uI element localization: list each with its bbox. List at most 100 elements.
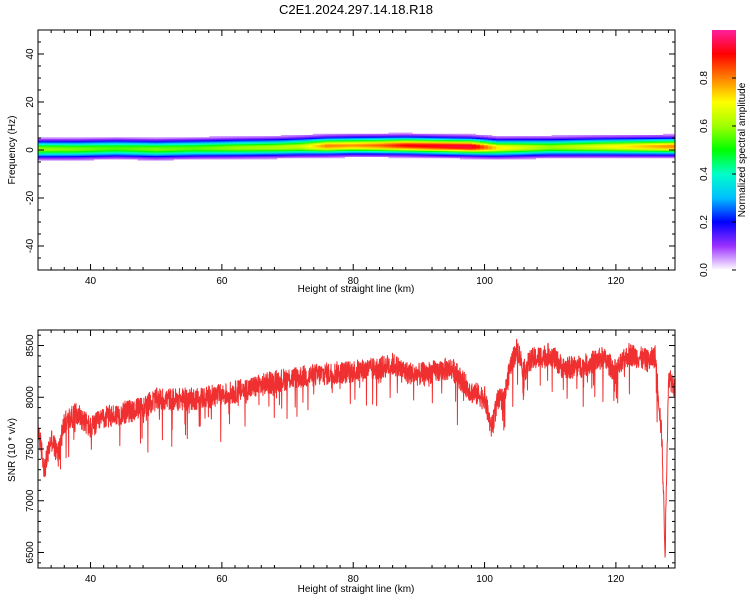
heatmap-cell: [436, 149, 441, 151]
heatmap-cell: [463, 155, 469, 157]
heatmap-cell: [575, 156, 580, 159]
heatmap-cell: [603, 156, 608, 159]
heatmap-cell: [623, 141, 628, 143]
heatmap-cell: [563, 143, 568, 145]
heatmap-cell: [551, 136, 556, 138]
heatmap-cell: [487, 145, 493, 148]
heatmap-cell: [272, 147, 278, 149]
heatmap-cell: [69, 149, 75, 151]
heatmap-cell: [587, 142, 592, 144]
heatmap-cell: [65, 154, 71, 156]
heatmap-cell: [352, 137, 357, 139]
heatmap-cell: [173, 145, 178, 148]
heatmap-cell: [229, 145, 234, 148]
heatmap-cell: [408, 139, 413, 142]
heatmap-cell: [611, 136, 616, 138]
heatmap-cell: [157, 150, 162, 153]
heatmap-cell: [133, 157, 138, 160]
heatmap-cell: [428, 139, 433, 142]
heatmap-cell: [61, 159, 67, 161]
snr-x-ticks: 40 60 80 100 120: [50, 330, 669, 585]
heatmap-cell: [153, 153, 158, 155]
heatmap-cell: [260, 148, 266, 150]
heatmap-cell: [308, 142, 314, 144]
heatmap-cell: [463, 157, 469, 160]
heatmap-cell: [436, 145, 441, 148]
heatmap-cell: [264, 142, 270, 144]
heatmap-cell: [101, 156, 107, 159]
heatmap-cell: [627, 138, 632, 141]
heatmap-cell: [177, 143, 182, 145]
heatmap-cell: [531, 137, 537, 139]
heatmap-cell: [249, 143, 254, 145]
heatmap-cell: [272, 138, 278, 141]
x-tick-label: 120: [608, 276, 625, 287]
heatmap-cell: [384, 144, 389, 147]
heatmap-cell: [41, 137, 47, 139]
heatmap-cell: [551, 145, 556, 148]
heatmap-cell: [225, 157, 230, 160]
heatmap-cell: [615, 139, 620, 142]
heatmap-cell: [416, 142, 421, 144]
heatmap-cell: [412, 135, 417, 137]
heatmap-cell: [89, 138, 95, 141]
heatmap-cell: [161, 137, 166, 139]
heatmap-cell: [655, 139, 660, 142]
heatmap-cell: [543, 148, 548, 150]
heatmap-cell: [575, 150, 580, 153]
colorbar-tick-label: 0.4: [699, 167, 710, 181]
heatmap-cell: [571, 143, 576, 145]
heatmap-cell: [619, 144, 624, 147]
heatmap-cell: [324, 149, 330, 151]
heatmap-cell: [125, 149, 130, 151]
heatmap-cell: [511, 151, 517, 154]
heatmap-cell: [324, 139, 330, 142]
heatmap-cell: [571, 156, 576, 159]
heatmap-cell: [663, 143, 668, 145]
heatmap-cell: [252, 156, 258, 159]
heatmap-cell: [137, 159, 142, 161]
heatmap-cell: [252, 142, 258, 144]
heatmap-cell: [631, 142, 636, 144]
heatmap-cell: [348, 153, 353, 155]
heatmap-cell: [384, 139, 389, 142]
heatmap-cell: [237, 156, 242, 159]
heatmap-cell: [185, 150, 190, 153]
heatmap-cell: [428, 151, 433, 154]
heatmap-cell: [249, 149, 254, 151]
heatmap-cell: [344, 155, 349, 157]
heatmap-cell: [45, 142, 51, 144]
heatmap-cell: [659, 144, 664, 147]
heatmap-cell: [420, 142, 425, 144]
heatmap-cell: [85, 145, 91, 148]
heatmap-cell: [177, 147, 182, 149]
heatmap-cell: [308, 144, 314, 147]
heatmap-cell: [117, 137, 123, 139]
colorbar-tick-label: 0.8: [699, 71, 710, 85]
heatmap-cell: [452, 148, 457, 150]
heatmap-cell: [332, 141, 337, 143]
heatmap-cell: [639, 137, 644, 139]
heatmap-cell: [217, 145, 222, 148]
heatmap-cell: [539, 149, 545, 151]
heatmap-cell: [256, 156, 262, 159]
heatmap-cell: [559, 147, 564, 149]
heatmap-cell: [539, 151, 545, 154]
heatmap-cell: [412, 137, 417, 139]
heatmap-cell: [125, 155, 130, 157]
heatmap-cell: [619, 142, 624, 144]
heatmap-cell: [499, 155, 505, 157]
heatmap-cell: [93, 149, 99, 151]
heatmap-cell: [436, 153, 441, 155]
heatmap-cell: [77, 142, 83, 144]
heatmap-cell: [233, 139, 238, 142]
heatmap-cell: [77, 155, 83, 157]
heatmap-cell: [77, 148, 83, 150]
heatmap-cell: [643, 153, 648, 155]
heatmap-cell: [643, 154, 648, 156]
heatmap-cell: [416, 155, 421, 157]
heatmap-cell: [77, 153, 83, 155]
heatmap-cell: [535, 155, 541, 157]
heatmap-cell: [543, 141, 548, 143]
heatmap-cell: [499, 139, 505, 142]
